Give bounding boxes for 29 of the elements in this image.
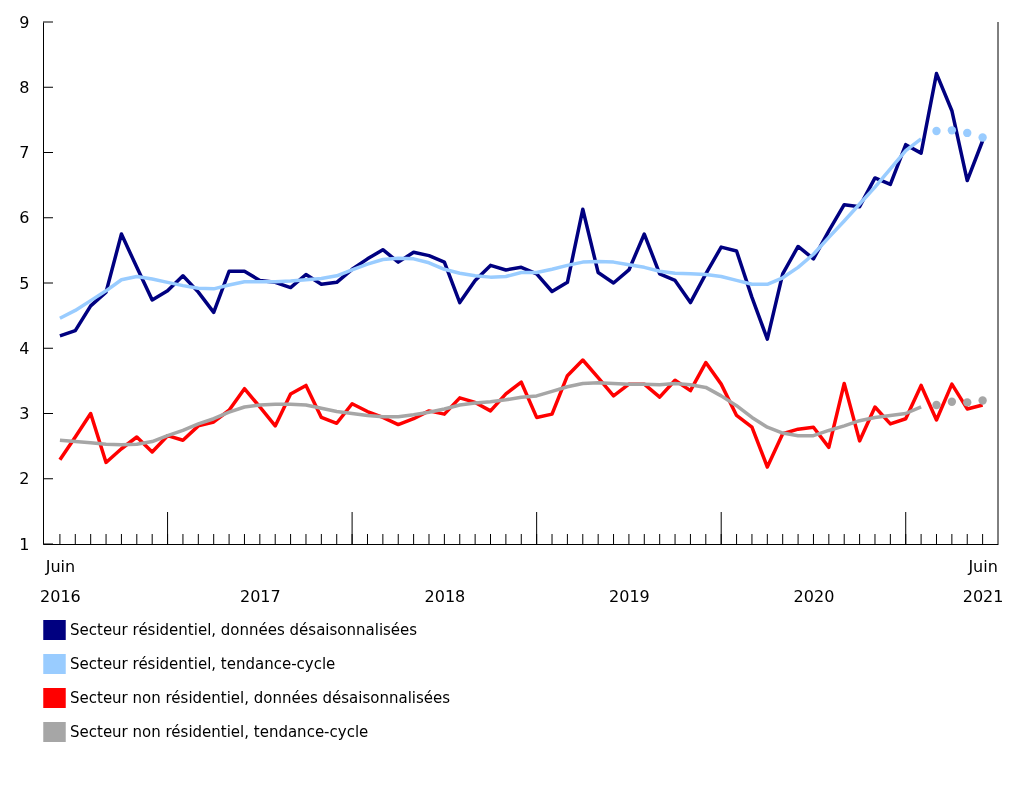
y-tick-label: 1 bbox=[19, 534, 30, 554]
legend-label: Secteur résidentiel, tendance-cycle bbox=[70, 655, 336, 673]
point bbox=[978, 133, 987, 142]
point bbox=[963, 398, 972, 407]
line-series bbox=[58, 137, 923, 320]
y-tick-label: 3 bbox=[19, 404, 30, 423]
legend-label: Secteur non résidentiel, tendance-cycle bbox=[70, 723, 369, 741]
legend-label: Secteur résidentiel, données désaisonnalisées bbox=[70, 621, 418, 639]
x-tick-label: 2017 bbox=[239, 586, 281, 606]
y-tick-label: 6 bbox=[19, 208, 30, 228]
x-tick-label: 2019 bbox=[609, 586, 650, 606]
y-tick-label: 4 bbox=[19, 338, 30, 358]
line-series bbox=[58, 381, 923, 447]
point bbox=[947, 397, 957, 406]
y-tick-label: 2 bbox=[19, 469, 30, 489]
y-tick-label: 5 bbox=[19, 273, 30, 293]
x-tick-label: Juin 2021 bbox=[962, 556, 1004, 606]
legend-label: Secteur non résidentiel, données désaisonnalisées bbox=[70, 689, 451, 707]
point bbox=[947, 126, 957, 135]
x-tick-label: Juin 2016 bbox=[40, 556, 81, 606]
x-tick-label: 2018 bbox=[424, 586, 466, 606]
point bbox=[963, 128, 972, 138]
point bbox=[978, 396, 987, 405]
point bbox=[932, 126, 941, 136]
x-tick-label: 2020 bbox=[793, 586, 835, 606]
y-tick-label: 8 bbox=[19, 77, 30, 97]
y-tick-label: 9 bbox=[19, 12, 30, 32]
y-tick-label: 7 bbox=[19, 143, 30, 162]
point bbox=[932, 400, 941, 410]
